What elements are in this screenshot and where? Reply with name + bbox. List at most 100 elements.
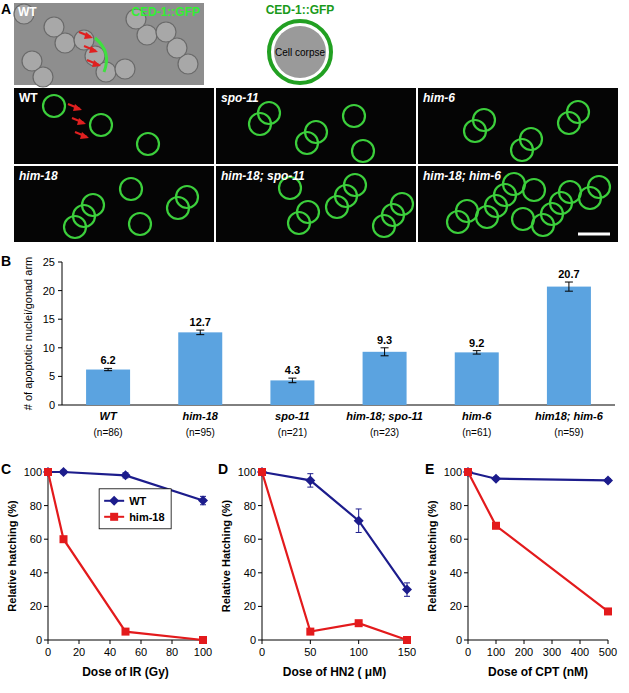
schematic-text: Cell corpse bbox=[275, 47, 325, 58]
gfp-cell bbox=[129, 213, 151, 235]
error-cap bbox=[356, 508, 362, 509]
x-axis bbox=[262, 640, 407, 641]
gfp-cell bbox=[343, 105, 365, 127]
dic-cell bbox=[156, 22, 176, 42]
x-tick bbox=[48, 640, 49, 644]
bar bbox=[455, 352, 499, 405]
x-tick bbox=[580, 640, 581, 644]
y-tick bbox=[58, 262, 62, 263]
category-note: (n=23) bbox=[370, 427, 399, 438]
schematic-corpse bbox=[274, 26, 326, 78]
x-tick-label: 50 bbox=[304, 646, 316, 658]
y-tick bbox=[44, 505, 48, 506]
x-tick bbox=[172, 640, 173, 644]
error-cap bbox=[473, 350, 481, 351]
x-tick bbox=[468, 640, 469, 644]
fluorescence-image bbox=[216, 166, 416, 242]
panel-letter: B bbox=[1, 253, 11, 269]
bars bbox=[86, 282, 591, 405]
dic-cell bbox=[115, 59, 135, 79]
y-axis-label: Relative hatching (%) bbox=[426, 500, 438, 612]
y-tick bbox=[258, 572, 262, 573]
error-cap bbox=[381, 347, 389, 348]
legend-label: WT bbox=[129, 495, 146, 507]
fluorescence-image bbox=[14, 166, 214, 242]
y-tick-label: 40 bbox=[450, 567, 462, 579]
schematic-membrane bbox=[269, 21, 331, 83]
y-tick-label: 80 bbox=[450, 500, 462, 512]
panel-line: D020406080100050100150Dose of HN2 ( μM)R… bbox=[218, 461, 416, 679]
gfp-cell bbox=[523, 179, 545, 201]
y-axis bbox=[468, 472, 469, 640]
y-tick bbox=[58, 319, 62, 320]
y-axis-label: Relative Hatching (%) bbox=[220, 499, 232, 612]
image-label: spo-11 bbox=[221, 91, 259, 105]
x-tick bbox=[110, 640, 111, 644]
x-tick-label: him-18 bbox=[183, 410, 219, 422]
y-tick-label: 0 bbox=[456, 634, 462, 646]
y-tick bbox=[258, 505, 262, 506]
panel-line: C020406080100020406080100Dose of IR (Gy)… bbox=[1, 461, 212, 679]
arrow-head bbox=[92, 60, 101, 67]
gfp-cell bbox=[511, 139, 533, 161]
series-line bbox=[468, 472, 608, 611]
y-axis bbox=[62, 262, 63, 405]
error-bar bbox=[568, 282, 569, 291]
fluorescence-image bbox=[14, 88, 214, 164]
data-label: 4.3 bbox=[285, 364, 300, 376]
series-group bbox=[463, 467, 613, 615]
scale-bar bbox=[578, 233, 610, 236]
marker bbox=[305, 475, 315, 485]
x-tick bbox=[496, 640, 497, 644]
bar bbox=[270, 380, 314, 405]
data-label: 9.3 bbox=[377, 334, 392, 346]
y-tick-label: 60 bbox=[244, 533, 256, 545]
data-label: 20.7 bbox=[558, 268, 579, 280]
error-cap bbox=[104, 368, 112, 369]
error-cap bbox=[288, 382, 296, 383]
y-tick bbox=[258, 640, 262, 641]
series-group bbox=[257, 467, 412, 644]
marker bbox=[59, 467, 69, 477]
y-tick-label: 100 bbox=[444, 466, 462, 478]
gfp-cell bbox=[90, 114, 112, 136]
marker bbox=[355, 619, 363, 627]
marker bbox=[198, 496, 208, 506]
x-tick-label: 60 bbox=[135, 646, 147, 658]
bar bbox=[363, 352, 407, 405]
x-tick-label: 100 bbox=[349, 646, 367, 658]
x-tick-label: 100 bbox=[194, 646, 212, 658]
y-tick bbox=[258, 539, 262, 540]
marker bbox=[354, 516, 364, 526]
x-tick-label: 100 bbox=[487, 646, 505, 658]
category-note: (n=59) bbox=[554, 427, 583, 438]
marker bbox=[199, 636, 207, 644]
panel-letter: D bbox=[218, 461, 228, 477]
gfp-cell bbox=[464, 120, 486, 142]
arrow-head bbox=[89, 46, 98, 53]
data-label: 6.2 bbox=[100, 354, 115, 366]
x-tick-label: spo-11 bbox=[275, 410, 310, 422]
x-tick-label: 200 bbox=[515, 646, 533, 658]
error-cap bbox=[565, 291, 573, 292]
gfp-cell bbox=[558, 112, 580, 134]
y-tick-label: 20 bbox=[244, 600, 256, 612]
gfp-cell bbox=[447, 211, 469, 233]
y-axis bbox=[262, 472, 263, 640]
gfp-cell bbox=[512, 208, 534, 230]
error-cap bbox=[288, 378, 296, 379]
image-label: him-18; spo-11 bbox=[221, 169, 305, 183]
fluorescence-image bbox=[216, 88, 416, 164]
marker bbox=[257, 467, 267, 477]
arrow-head bbox=[80, 132, 89, 139]
error-bar bbox=[476, 351, 477, 354]
x-tick bbox=[524, 640, 525, 644]
x-tick-label: him-18; spo-11 bbox=[346, 410, 423, 422]
series-line bbox=[262, 472, 407, 590]
marker bbox=[604, 607, 612, 615]
series-line bbox=[48, 472, 203, 640]
x-tick-label: WT bbox=[100, 410, 118, 422]
arrow-head bbox=[77, 118, 86, 125]
schematic-label: CED-1::GFP bbox=[266, 3, 335, 17]
legend: WThim-18 bbox=[99, 489, 171, 529]
